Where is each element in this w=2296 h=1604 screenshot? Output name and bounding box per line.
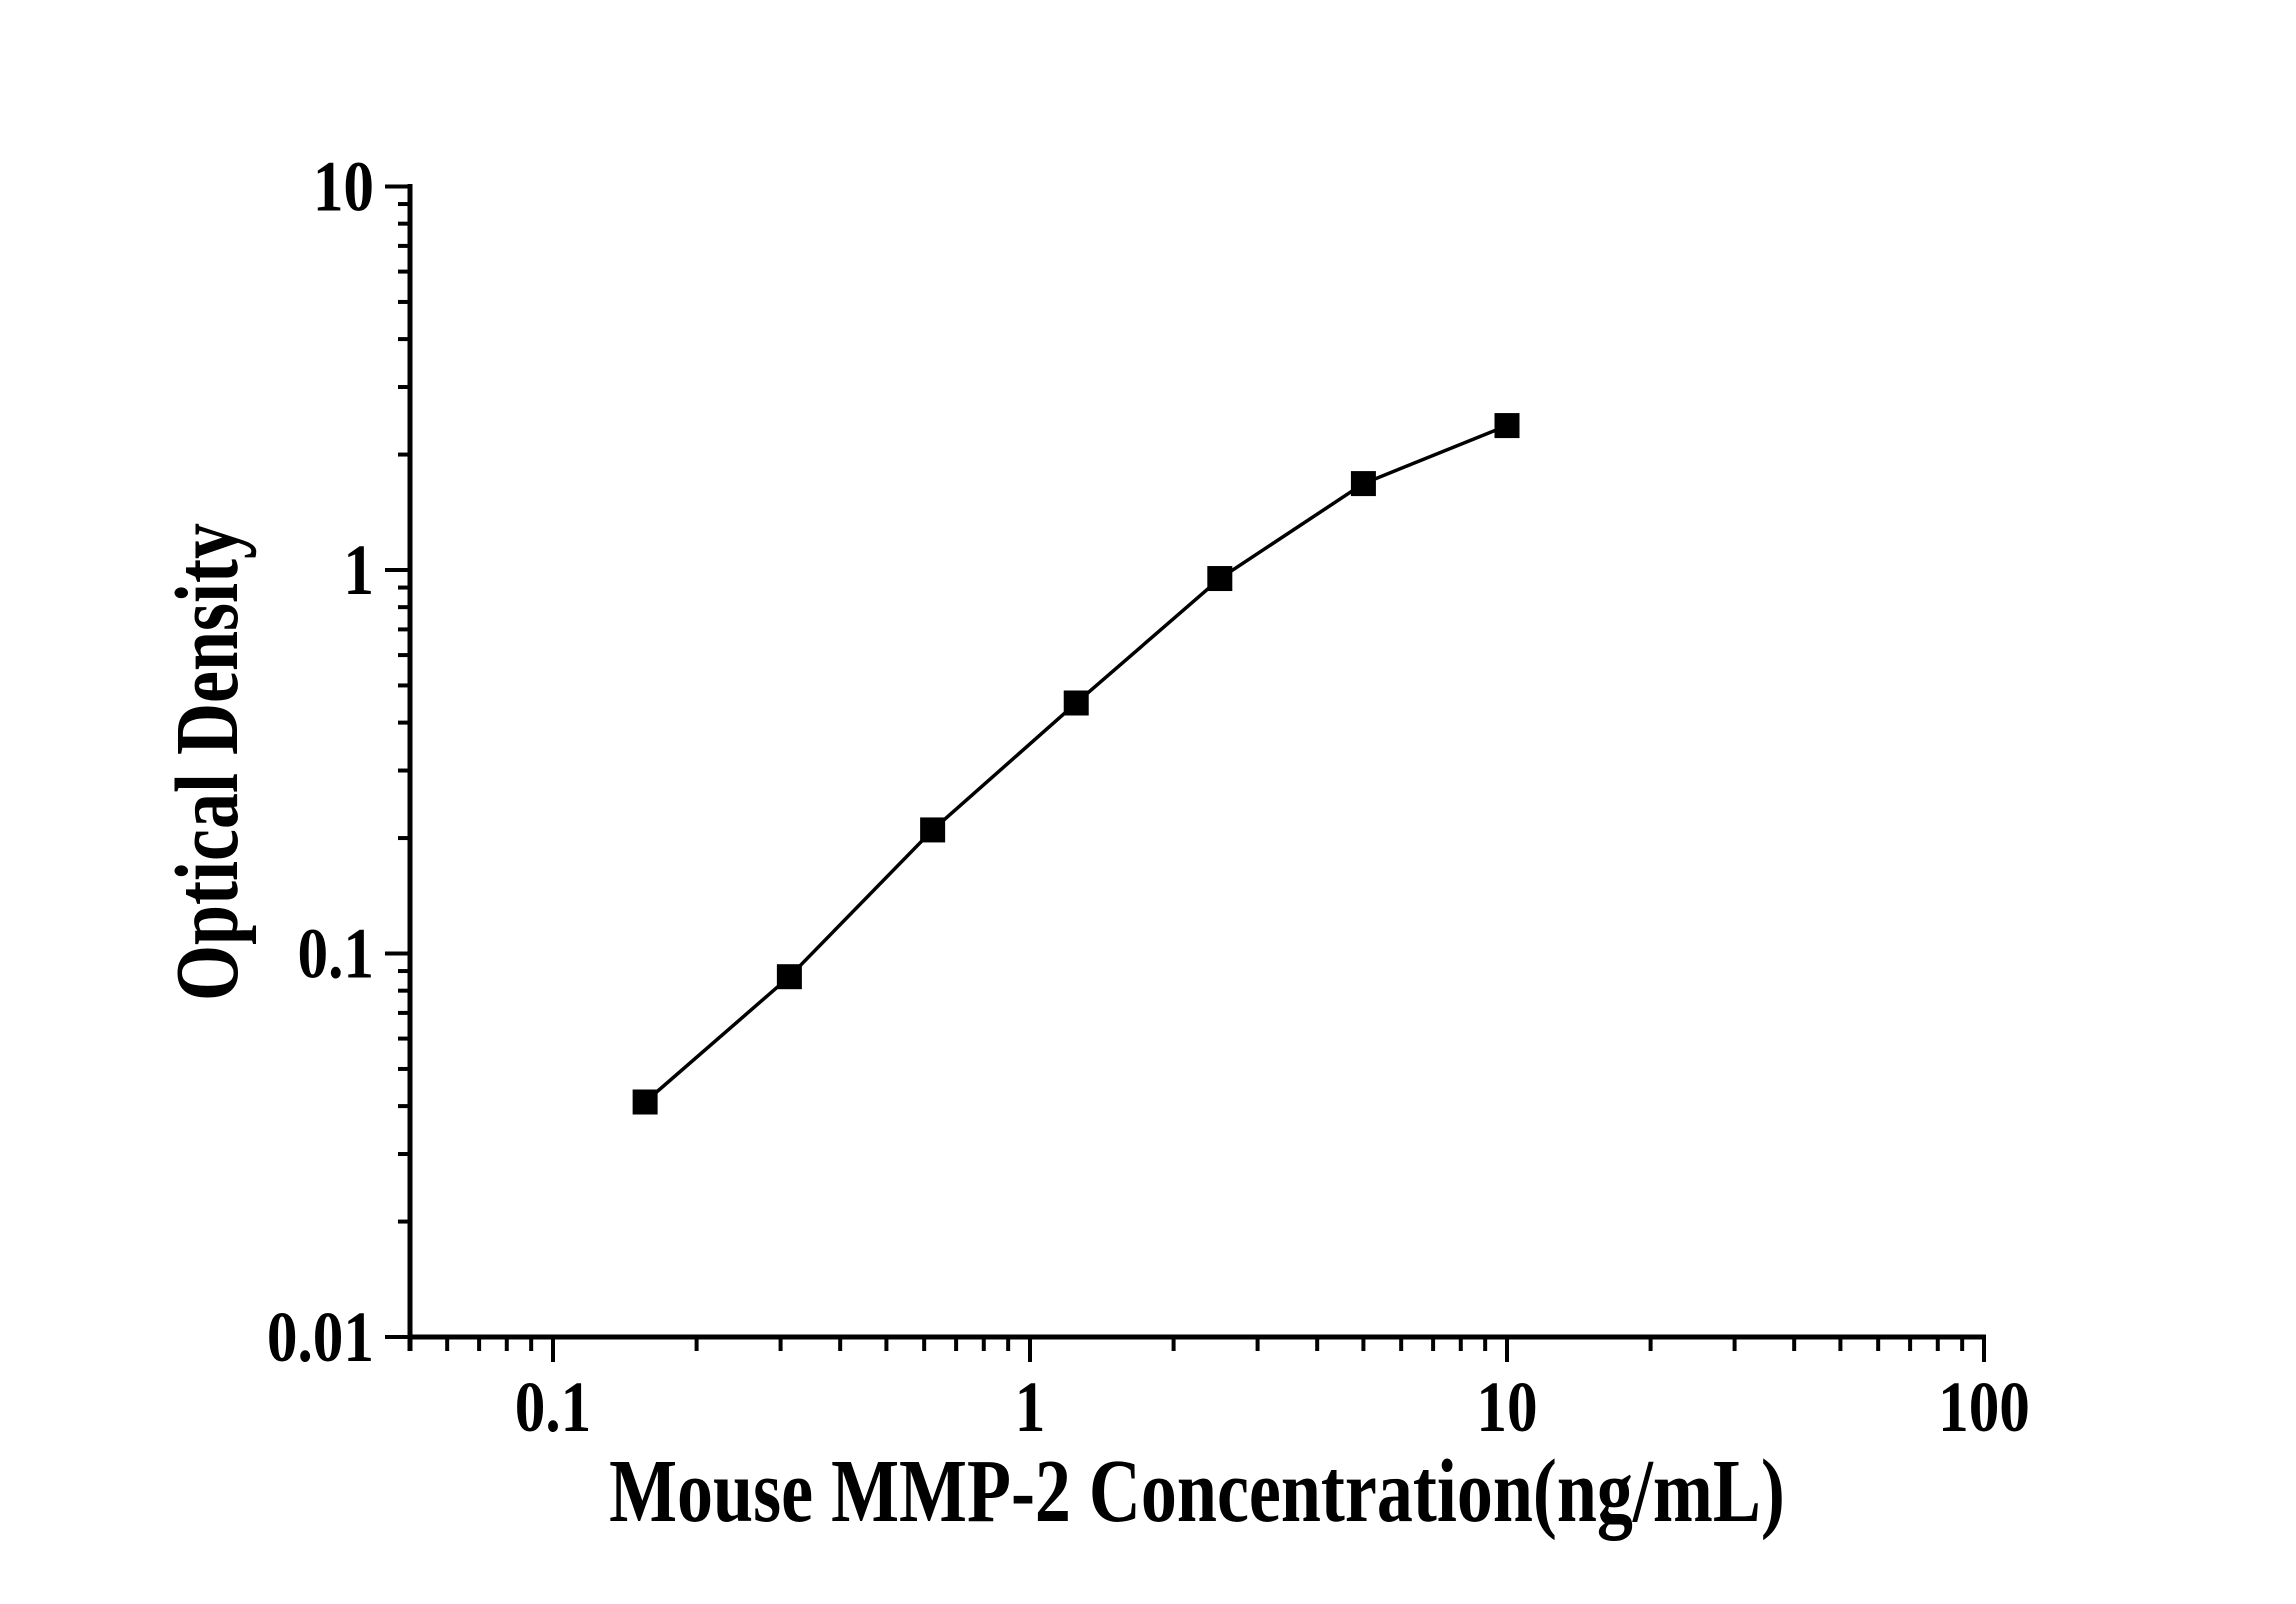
data-point-marker — [920, 817, 946, 843]
data-point-marker — [1494, 413, 1520, 439]
x-tick-label: 0.1 — [515, 1367, 591, 1447]
y-tick-label: 1 — [343, 530, 374, 610]
x-axis-title: Mouse MMP-2 Concentration(ng/mL) — [609, 1442, 1785, 1541]
x-tick-label: 1 — [1015, 1367, 1046, 1447]
data-point-marker — [1350, 471, 1376, 497]
x-tick-label: 100 — [1938, 1367, 2030, 1447]
data-point-marker — [632, 1089, 658, 1115]
data-point-marker — [776, 964, 802, 990]
y-tick-label: 0.1 — [298, 914, 374, 994]
y-tick-label: 0.01 — [267, 1297, 374, 1377]
series-line — [643, 423, 1508, 1104]
x-tick-label: 10 — [1476, 1367, 1537, 1447]
y-axis-title: Optical Density — [158, 523, 257, 1001]
data-point-marker — [1063, 690, 1089, 716]
data-point-marker — [1207, 566, 1233, 592]
y-tick-label: 10 — [313, 147, 374, 227]
